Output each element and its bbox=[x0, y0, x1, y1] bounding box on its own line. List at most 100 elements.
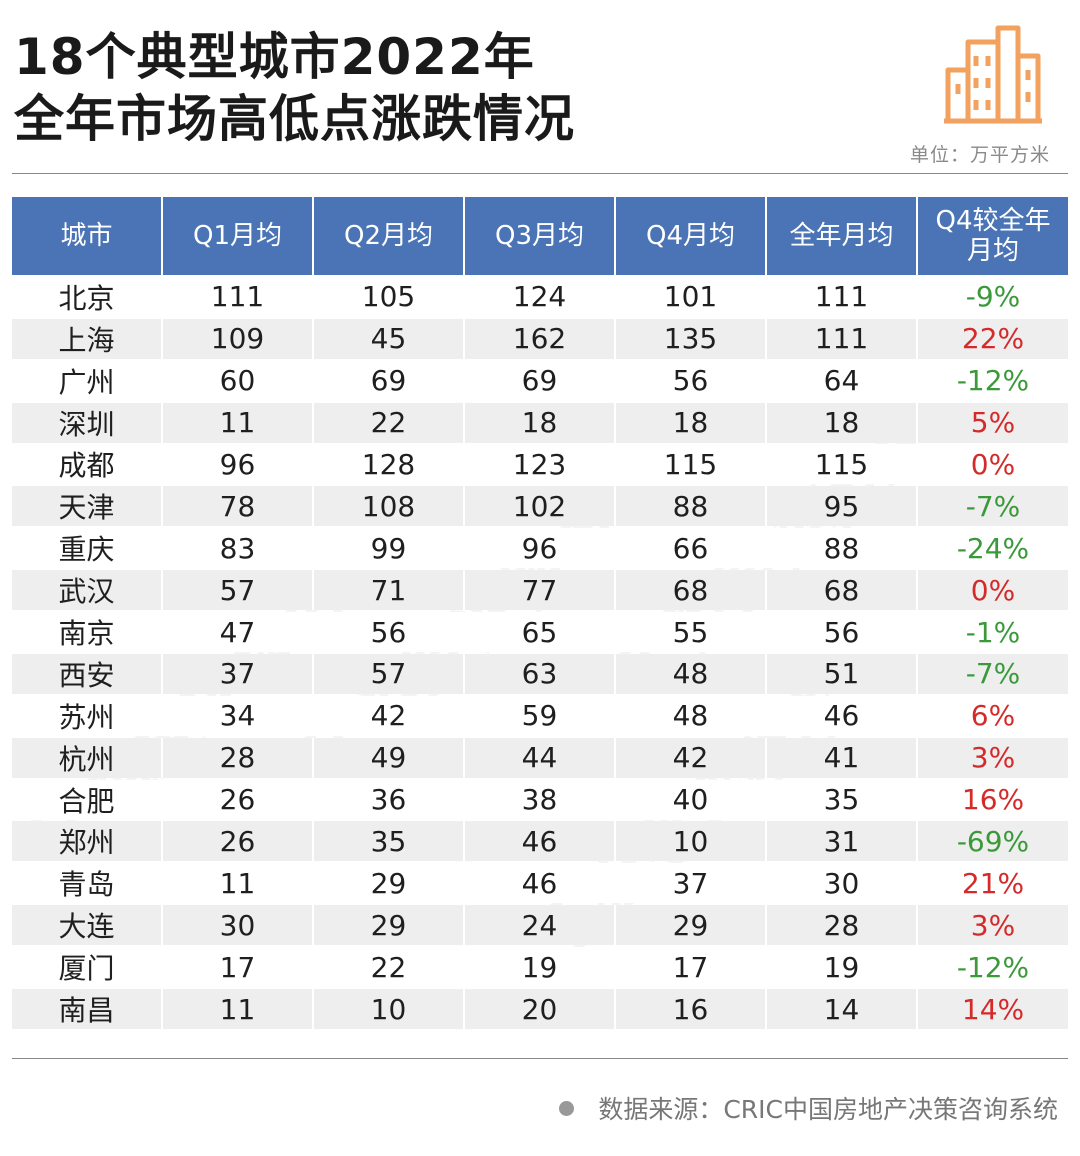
value-cell: 77 bbox=[465, 570, 616, 611]
value-cell: 135 bbox=[616, 318, 767, 359]
table-row: 深圳 11 22 18 18 18 5% bbox=[12, 402, 1068, 443]
value-cell: 111 bbox=[767, 318, 918, 359]
table-body: 北京 111 105 124 101 111 -9% 上海 109 45 162 135 111 22% 广… bbox=[12, 276, 1068, 1030]
value-cell: 36 bbox=[314, 779, 465, 820]
title-line-1: 18个典型城市2022年 bbox=[14, 28, 535, 86]
value-cell: 51 bbox=[767, 653, 918, 694]
value-cell: 59 bbox=[465, 695, 616, 736]
table-row: 杭州 28 49 44 42 41 3% bbox=[12, 737, 1068, 778]
change-cell: 0% bbox=[970, 447, 1016, 481]
value-cell: 48 bbox=[616, 653, 767, 694]
table-row: 南昌 11 10 20 16 14 14% bbox=[12, 989, 1068, 1030]
value-cell: 64 bbox=[767, 360, 918, 401]
change-cell: 6% bbox=[970, 699, 1016, 733]
value-cell: 18 bbox=[616, 402, 767, 443]
value-cell: 35 bbox=[314, 821, 465, 862]
value-cell: 115 bbox=[767, 444, 918, 485]
value-cell: 63 bbox=[465, 653, 616, 694]
value-cell: 95 bbox=[767, 486, 918, 527]
value-cell: 96 bbox=[163, 444, 314, 485]
header-cell-6: Q4较全年月均 bbox=[935, 206, 1051, 266]
value-cell: 56 bbox=[314, 612, 465, 653]
value-cell: 60 bbox=[163, 360, 314, 401]
value-cell: 49 bbox=[314, 737, 465, 778]
value-cell: 83 bbox=[163, 528, 314, 569]
city-cell: 合肥 bbox=[12, 779, 163, 820]
value-cell: 35 bbox=[767, 779, 918, 820]
value-cell: 55 bbox=[616, 612, 767, 653]
header-cell-1: Q1月均 bbox=[163, 197, 314, 275]
bullet-icon bbox=[559, 1100, 575, 1116]
city-cell: 北京 bbox=[12, 276, 163, 317]
header-cell-0: 城市 bbox=[12, 197, 163, 275]
unit-label: 单位：万平方米 bbox=[909, 144, 1050, 166]
city-cell: 重庆 bbox=[12, 528, 163, 569]
value-cell: 57 bbox=[163, 570, 314, 611]
city-cell: 武汉 bbox=[12, 570, 163, 611]
table-row: 南京 47 56 65 55 56 -1% bbox=[12, 612, 1068, 653]
table-row: 郑州 26 35 46 10 31 -69% bbox=[12, 821, 1068, 862]
data-table: 城市 Q1月均 Q2月均 Q3月均 Q4月均 全年月均 Q4较全年月均 北京 111 105 12… bbox=[12, 197, 1068, 1030]
value-cell: 105 bbox=[314, 276, 465, 317]
value-cell: 20 bbox=[465, 989, 616, 1030]
change-cell: 21% bbox=[961, 866, 1025, 900]
title-line-2: 全年市场高低点涨跌情况 bbox=[14, 90, 575, 148]
table-row: 上海 109 45 162 135 111 22% bbox=[12, 318, 1068, 359]
table-row: 大连 30 29 24 29 28 3% bbox=[12, 905, 1068, 946]
value-cell: 22 bbox=[314, 947, 465, 988]
table-row: 重庆 83 99 96 66 88 -24% bbox=[12, 528, 1068, 569]
value-cell: 71 bbox=[314, 570, 465, 611]
value-cell: 26 bbox=[163, 779, 314, 820]
change-cell: 0% bbox=[970, 573, 1016, 607]
table-header-row: 城市 Q1月均 Q2月均 Q3月均 Q4月均 全年月均 Q4较全年月均 bbox=[12, 197, 1068, 275]
value-cell: 69 bbox=[314, 360, 465, 401]
value-cell: 56 bbox=[767, 612, 918, 653]
value-cell: 17 bbox=[163, 947, 314, 988]
value-cell: 111 bbox=[163, 276, 314, 317]
value-cell: 56 bbox=[616, 360, 767, 401]
city-cell: 厦门 bbox=[12, 947, 163, 988]
value-cell: 29 bbox=[314, 863, 465, 904]
value-cell: 24 bbox=[465, 905, 616, 946]
value-cell: 40 bbox=[616, 779, 767, 820]
value-cell: 88 bbox=[767, 528, 918, 569]
change-cell: 14% bbox=[961, 992, 1025, 1026]
value-cell: 68 bbox=[616, 570, 767, 611]
table-row: 成都 96 128 123 115 115 0% bbox=[12, 444, 1068, 485]
value-cell: 78 bbox=[163, 486, 314, 527]
source-text: 数据来源：CRIC中国房地产决策咨询系统 bbox=[598, 1095, 1058, 1124]
value-cell: 28 bbox=[163, 737, 314, 778]
value-cell: 42 bbox=[314, 695, 465, 736]
value-cell: 44 bbox=[465, 737, 616, 778]
table-row: 青岛 11 29 46 37 30 21% bbox=[12, 863, 1068, 904]
change-cell: -7% bbox=[965, 657, 1021, 691]
change-cell: -12% bbox=[956, 950, 1030, 984]
source-note: 数据来源：CRIC中国房地产决策咨询系统 bbox=[559, 1090, 1058, 1126]
value-cell: 115 bbox=[616, 444, 767, 485]
value-cell: 22 bbox=[314, 402, 465, 443]
value-cell: 47 bbox=[163, 612, 314, 653]
table-row: 广州 60 69 69 56 64 -12% bbox=[12, 360, 1068, 401]
value-cell: 18 bbox=[767, 402, 918, 443]
change-cell: 5% bbox=[970, 406, 1016, 440]
page-title: 18个典型城市2022年 全年市场高低点涨跌情况 bbox=[14, 26, 575, 150]
change-cell: -9% bbox=[965, 280, 1021, 314]
change-cell: 3% bbox=[970, 908, 1016, 942]
value-cell: 65 bbox=[465, 612, 616, 653]
value-cell: 38 bbox=[465, 779, 616, 820]
header-cell-2: Q2月均 bbox=[314, 197, 465, 275]
value-cell: 19 bbox=[767, 947, 918, 988]
value-cell: 31 bbox=[767, 821, 918, 862]
value-cell: 109 bbox=[163, 318, 314, 359]
city-cell: 天津 bbox=[12, 486, 163, 527]
value-cell: 57 bbox=[314, 653, 465, 694]
value-cell: 99 bbox=[314, 528, 465, 569]
value-cell: 29 bbox=[616, 905, 767, 946]
value-cell: 96 bbox=[465, 528, 616, 569]
value-cell: 102 bbox=[465, 486, 616, 527]
value-cell: 46 bbox=[465, 821, 616, 862]
value-cell: 48 bbox=[616, 695, 767, 736]
value-cell: 10 bbox=[616, 821, 767, 862]
change-cell: -12% bbox=[956, 364, 1030, 398]
change-cell: 3% bbox=[970, 741, 1016, 775]
